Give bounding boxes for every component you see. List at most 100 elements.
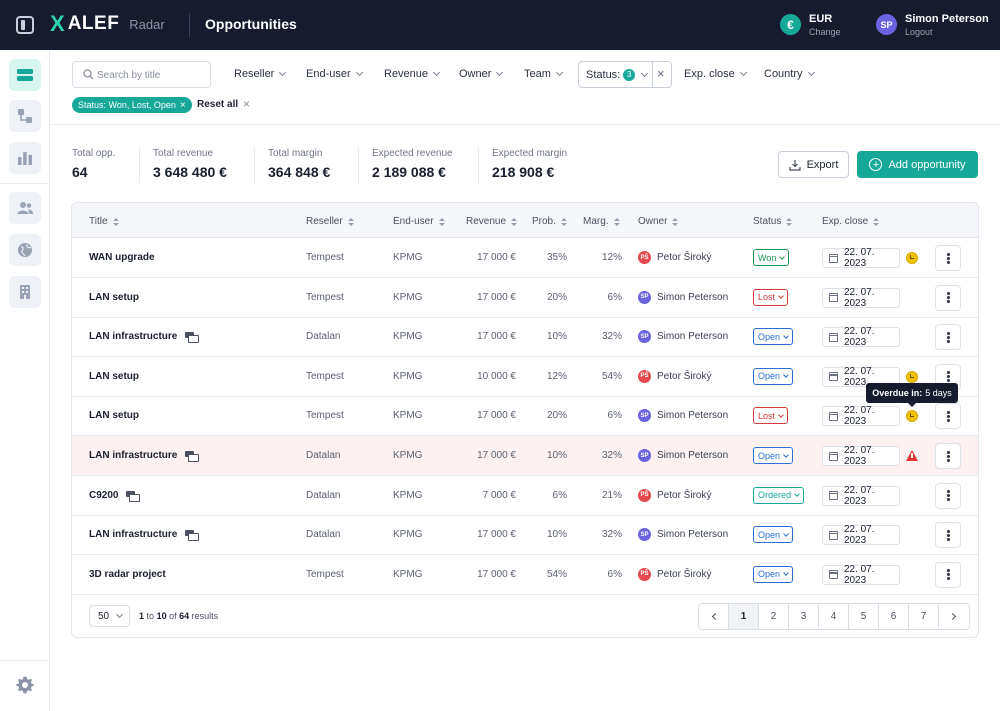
page-button-2[interactable]: 2 [759,604,789,629]
cell-end-user: KPMG [393,568,423,580]
column-prob[interactable]: Prob. [532,216,567,227]
reset-close-icon[interactable]: × [243,97,251,111]
row-actions-button[interactable] [935,403,961,430]
page-button-4[interactable]: 4 [819,604,849,629]
per-page-select[interactable]: 50 [89,605,130,627]
row-actions-button[interactable] [935,324,961,351]
status-badge[interactable]: Open [753,447,794,464]
filter-country[interactable]: Country [764,68,815,80]
table-row[interactable]: LAN setup Tempest KPMG 17 000 € 20% 6% SP Simon… [72,278,978,318]
filter-revenue[interactable]: Revenue [384,68,441,80]
clock-warning-icon[interactable] [906,252,918,264]
active-filter-chip[interactable]: Status: Won, Lost, Open × [72,97,192,113]
column-status[interactable]: Status [753,216,793,227]
table-row[interactable]: LAN infrastructure Datalan KPMG 17 000 € 10%… [72,515,978,556]
cell-title[interactable]: C9200 [89,490,141,502]
status-badge[interactable]: Open [753,367,794,385]
status-badge[interactable]: Open [753,328,794,346]
column-end-user[interactable]: End-user [393,216,445,227]
exp-close-date-field[interactable]: 22. 07. 2023 [822,326,900,348]
exp-close-date-field[interactable]: 22. 07. 2023 [822,485,900,507]
row-actions-button[interactable] [935,245,961,271]
cell-title[interactable]: 3D radar project [89,569,166,580]
status-badge[interactable]: Open [753,565,794,583]
filter-end-user[interactable]: End-user [306,68,363,80]
cell-owner: SP Simon Peterson [638,528,728,542]
logo[interactable]: X ALEF Radar [50,13,165,35]
cell-title[interactable]: LAN infrastructure [89,529,200,542]
table-row[interactable]: C9200 Datalan KPMG 7 000 € 6% 21% PŠ Petor Širo… [72,476,978,516]
logout-link[interactable]: Logout [905,27,933,37]
chevron-down-icon [116,610,124,619]
column-owner[interactable]: Owner [638,216,679,227]
cell-title[interactable]: LAN setup [89,371,139,382]
sidebar-item-reports[interactable] [9,142,41,174]
exp-close-date-field[interactable]: 22. 07. 2023 [822,366,900,388]
status-badge[interactable]: Lost [753,288,789,306]
exp-close-date-field[interactable]: 22. 07. 2023 [822,247,900,269]
status-badge[interactable]: Won [753,249,790,266]
sidebar-toggle-icon[interactable] [16,16,34,34]
gear-icon[interactable] [15,675,35,695]
exp-close-date-field[interactable]: 22. 07. 2023 [822,287,900,309]
export-button[interactable]: Export [778,151,849,178]
row-actions-button[interactable] [935,443,961,469]
table-row[interactable]: WAN upgrade Tempest KPMG 17 000 € 35% 12% PŠ Pe… [72,238,978,278]
more-vertical-icon [946,375,950,379]
add-opportunity-button[interactable]: + Add opportunity [857,151,978,178]
column-exp-close[interactable]: Exp. close [822,216,880,227]
page-button-3[interactable]: 3 [789,604,819,629]
column-revenue[interactable]: Revenue [466,216,518,227]
prev-page-button[interactable] [699,604,729,629]
next-page-button[interactable] [939,604,969,629]
sidebar-item-users[interactable] [9,192,41,224]
search-box[interactable] [72,61,211,88]
row-actions-button[interactable] [935,561,961,588]
reset-all-button[interactable]: Reset all [197,99,239,110]
clock-warning-icon[interactable] [906,370,918,383]
clock-warning-icon[interactable] [906,410,918,423]
sidebar-item-countries[interactable] [9,234,41,266]
table-row[interactable]: 3D radar project Tempest KPMG 17 000 € 54% 6%… [72,555,978,595]
table-row[interactable]: LAN infrastructure Datalan KPMG 17 000 € 10%… [72,317,978,358]
remove-chip-icon[interactable]: × [179,99,186,111]
row-actions-button[interactable] [935,482,961,509]
column-marg[interactable]: Marg. [583,216,620,227]
page-button-7[interactable]: 7 [909,604,939,629]
exp-close-date-field[interactable]: 22. 07. 2023 [822,445,900,467]
user-avatar[interactable]: SP [876,14,897,35]
table-row[interactable]: LAN setup Tempest KPMG 17 000 € 20% 6% SP Simon… [72,396,978,437]
page-button-1[interactable]: 1 [729,604,759,629]
table-row[interactable]: LAN infrastructure Datalan KPMG 17 000 € 10%… [72,436,978,476]
sidebar-item-flow[interactable] [9,100,41,132]
filter-team[interactable]: Team [524,68,563,80]
exp-close-date-field[interactable]: 22. 07. 2023 [822,564,900,586]
filter-exp-close[interactable]: Exp. close [684,68,747,80]
status-badge[interactable]: Open [753,526,794,544]
row-actions-button[interactable] [935,522,961,549]
currency-change-link[interactable]: Change [809,27,841,37]
cell-title[interactable]: LAN setup [89,292,139,303]
cell-title[interactable]: LAN infrastructure [89,331,200,344]
exp-close-date-field[interactable]: 22. 07. 2023 [822,405,900,427]
table-row[interactable]: LAN setup Tempest KPMG 10 000 € 12% 54% PŠ Peto… [72,357,978,397]
column-reseller[interactable]: Reseller [306,216,354,227]
clear-status-icon[interactable]: × [657,66,665,81]
filter-status[interactable]: Status: 3 × [578,61,672,88]
cell-title[interactable]: LAN infrastructure [89,450,200,462]
sidebar-item-opportunities[interactable] [9,59,41,91]
sidebar-item-companies[interactable] [9,276,41,308]
column-title[interactable]: Title [89,216,119,227]
search-input[interactable] [97,66,207,84]
status-badge[interactable]: Lost [753,407,789,425]
page-button-6[interactable]: 6 [879,604,909,629]
filter-owner[interactable]: Owner [459,68,504,80]
exp-close-date-field[interactable]: 22. 07. 2023 [822,524,900,546]
row-actions-button[interactable] [935,284,961,311]
cell-title[interactable]: LAN setup [89,410,139,421]
status-badge[interactable]: Ordered [753,486,805,504]
cell-title[interactable]: WAN upgrade [89,252,155,263]
euro-icon[interactable]: € [780,14,801,35]
filter-reseller[interactable]: Reseller [234,68,287,80]
page-button-5[interactable]: 5 [849,604,879,629]
